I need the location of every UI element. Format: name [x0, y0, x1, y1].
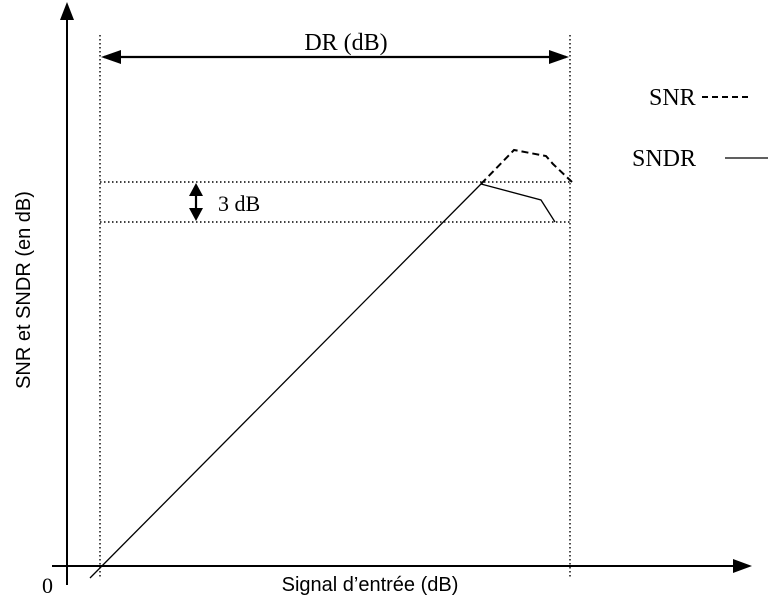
sndr-curve — [480, 183, 556, 223]
drop-arrow-up-icon — [189, 183, 203, 196]
dr-label: DR (dB) — [304, 30, 387, 56]
snr-curve — [480, 148, 573, 185]
y-axis-arrow-icon — [60, 2, 74, 20]
x-axis-arrow-icon — [733, 559, 752, 573]
dr-arrow-left-icon — [101, 50, 121, 64]
dr-arrow-right-icon — [549, 50, 569, 64]
drop-arrow-down-icon — [189, 208, 203, 221]
legend-snr-label: SNR — [649, 85, 696, 111]
legend-sndr-label: SNDR — [632, 146, 696, 172]
y-axis-label: SNR et SNDR (en dB) — [13, 191, 35, 389]
linear-rise-line — [89, 183, 482, 579]
x-axis-label: Signal d’entrée (dB) — [282, 574, 459, 596]
drop-label: 3 dB — [218, 191, 260, 216]
origin-label: 0 — [42, 573, 53, 598]
